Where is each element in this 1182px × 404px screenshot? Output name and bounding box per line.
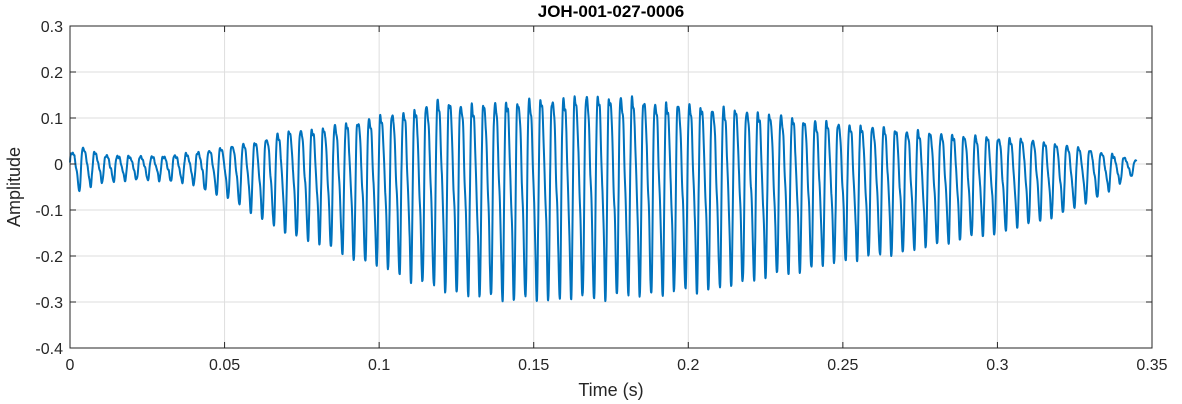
- y-axis-label: Amplitude: [4, 147, 24, 227]
- x-tick-label: 0.25: [827, 357, 858, 374]
- y-tick-label: 0.3: [41, 19, 63, 36]
- x-tick-label: 0: [66, 357, 75, 374]
- x-tick-label: 0.2: [677, 357, 699, 374]
- y-tick-label: -0.3: [35, 295, 63, 312]
- y-tick-label: -0.2: [35, 249, 63, 266]
- y-tick-label: 0: [54, 157, 63, 174]
- chart-title: JOH-001-027-0006: [538, 2, 684, 21]
- plot-content: [69, 95, 1138, 303]
- y-tick-label: -0.4: [35, 341, 63, 358]
- x-tick-label: 0.05: [209, 357, 240, 374]
- tick-labels: 0 0.05 0.1 0.15 0.2 0.25 0.3 0.35 0.3 0.2 0.1 0 -0.1…: [35, 19, 1167, 374]
- axes-box: [69, 25, 1153, 349]
- waveform-line: [69, 95, 1138, 303]
- axes: [69, 25, 1153, 349]
- x-tick-label: 0.1: [368, 357, 390, 374]
- x-tick-label: 0.15: [518, 357, 549, 374]
- x-tick-label: 0.3: [986, 357, 1008, 374]
- plot-area: [70, 26, 1152, 348]
- y-tick-label: 0.2: [41, 65, 63, 82]
- y-tick-label: -0.1: [35, 203, 63, 220]
- x-tick-label: 0.35: [1136, 357, 1167, 374]
- y-tick-label: 0.1: [41, 111, 63, 128]
- grid: [69, 25, 1153, 349]
- x-axis-label: Time (s): [578, 380, 643, 400]
